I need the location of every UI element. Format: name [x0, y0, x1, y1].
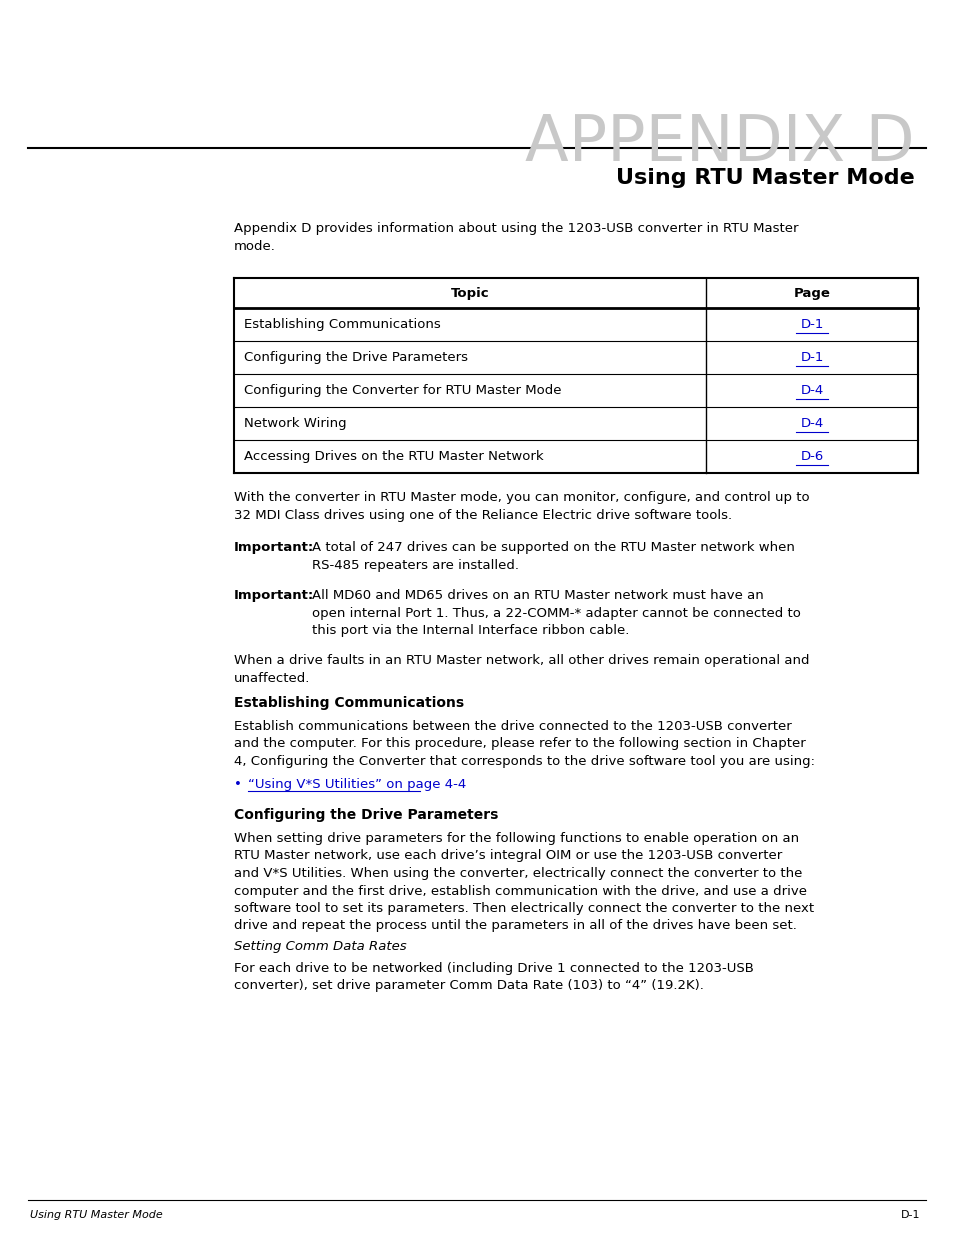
Text: With the converter in RTU Master mode, you can monitor, configure, and control u: With the converter in RTU Master mode, y…: [233, 492, 809, 521]
Text: “Using V*S Utilities” on page 4-4: “Using V*S Utilities” on page 4-4: [248, 778, 466, 790]
Text: D-1: D-1: [800, 317, 822, 331]
Text: Accessing Drives on the RTU Master Network: Accessing Drives on the RTU Master Netwo…: [244, 450, 543, 463]
Text: Setting Comm Data Rates: Setting Comm Data Rates: [233, 940, 406, 953]
Text: •: •: [233, 778, 242, 790]
Text: Establish communications between the drive connected to the 1203-USB converter
a: Establish communications between the dri…: [233, 720, 814, 768]
Text: When a drive faults in an RTU Master network, all other drives remain operationa: When a drive faults in an RTU Master net…: [233, 655, 809, 684]
Text: A total of 247 drives can be supported on the RTU Master network when
RS-485 rep: A total of 247 drives can be supported o…: [312, 541, 794, 572]
Text: D-4: D-4: [800, 384, 822, 396]
Text: Important:: Important:: [233, 541, 314, 555]
Text: Appendix D provides information about using the 1203-USB converter in RTU Master: Appendix D provides information about us…: [233, 222, 798, 252]
Text: D-4: D-4: [800, 417, 822, 430]
Text: Important:: Important:: [233, 589, 314, 601]
Text: Using RTU Master Mode: Using RTU Master Mode: [30, 1210, 163, 1220]
Text: For each drive to be networked (including Drive 1 connected to the 1203-USB
conv: For each drive to be networked (includin…: [233, 962, 753, 993]
Text: When setting drive parameters for the following functions to enable operation on: When setting drive parameters for the fo…: [233, 832, 813, 932]
Text: Page: Page: [793, 287, 829, 300]
Text: Configuring the Drive Parameters: Configuring the Drive Parameters: [244, 351, 468, 364]
Text: Establishing Communications: Establishing Communications: [244, 317, 440, 331]
Text: APPENDIX D: APPENDIX D: [525, 112, 914, 174]
Text: Topic: Topic: [450, 287, 489, 300]
Text: Establishing Communications: Establishing Communications: [233, 697, 464, 710]
Text: D-1: D-1: [900, 1210, 919, 1220]
Text: D-6: D-6: [800, 450, 822, 463]
Text: All MD60 and MD65 drives on an RTU Master network must have an
open internal Por: All MD60 and MD65 drives on an RTU Maste…: [312, 589, 800, 637]
Text: Using RTU Master Mode: Using RTU Master Mode: [616, 168, 914, 188]
Text: Configuring the Drive Parameters: Configuring the Drive Parameters: [233, 808, 497, 823]
Text: Network Wiring: Network Wiring: [244, 417, 346, 430]
Text: D-1: D-1: [800, 351, 822, 364]
Text: Configuring the Converter for RTU Master Mode: Configuring the Converter for RTU Master…: [244, 384, 561, 396]
